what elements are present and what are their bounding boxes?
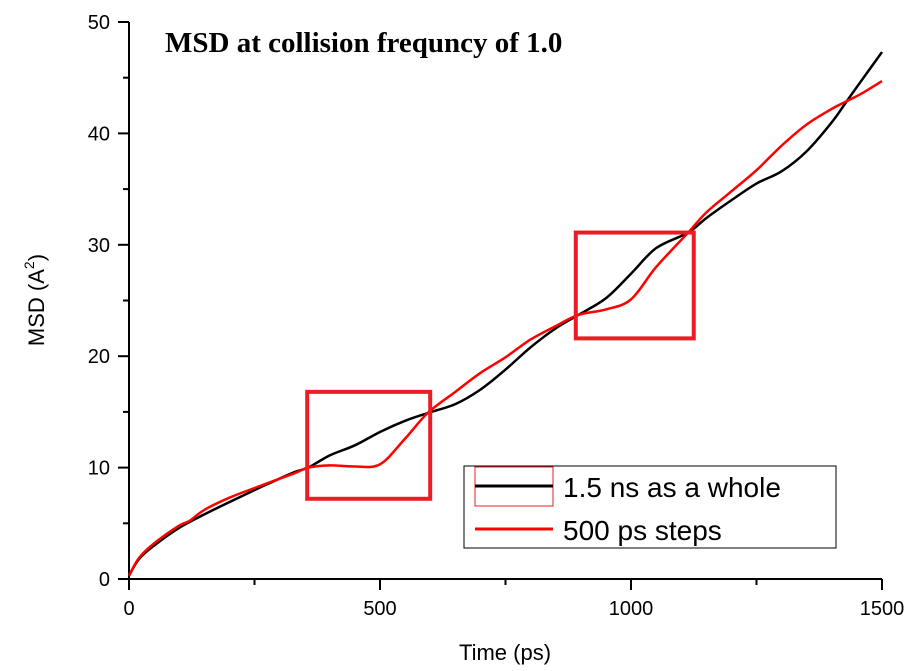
highlight-box-1 — [305, 389, 433, 501]
y-axis-title-superscript: 2 — [21, 261, 37, 269]
y-axis-title-close: ) — [24, 254, 49, 261]
legend-label-whole: 1.5 ns as a whole — [563, 472, 781, 503]
legend-label-steps: 500 ps steps — [563, 515, 722, 546]
x-axis-title: Time (ps) — [459, 640, 551, 665]
y-tick-label: 10 — [88, 458, 110, 480]
chart-title: MSD at collision frequncy of 1.0 — [165, 27, 562, 59]
highlight-box-2 — [573, 230, 696, 341]
legend: 1.5 ns as a whole 500 ps steps — [463, 465, 837, 549]
x-axis: 0 500 1000 1500 — [119, 578, 905, 620]
y-tick-label: 50 — [88, 12, 110, 34]
y-tick-label: 20 — [88, 346, 110, 368]
y-axis-title-main: MSD (A — [24, 269, 49, 346]
y-tick-label: 30 — [88, 235, 110, 257]
annotation-layer — [305, 230, 696, 501]
y-tick-label: 0 — [99, 569, 110, 591]
x-tick-label: 0 — [123, 598, 134, 620]
series-line-steps — [127, 79, 883, 577]
x-tick-label: 500 — [363, 598, 396, 620]
y-axis-title: MSD (A2) — [21, 254, 49, 346]
y-tick-label: 40 — [88, 123, 110, 145]
x-tick-label: 1500 — [860, 598, 905, 620]
y-axis: 0 10 20 30 40 50 — [88, 12, 130, 591]
x-tick-label: 1000 — [609, 598, 654, 620]
legend-frame — [463, 465, 837, 549]
series-line-whole — [127, 51, 884, 577]
series-layer — [127, 51, 884, 577]
